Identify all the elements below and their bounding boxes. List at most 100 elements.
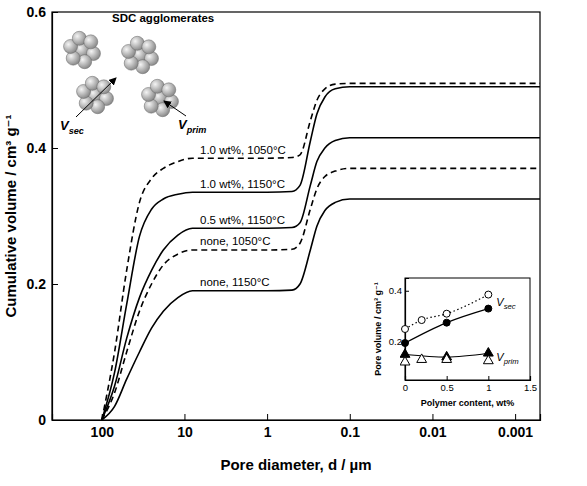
tick-mark [488,376,489,380]
annotation-subscript: prim [186,125,207,135]
tick-label: 0.1 [341,424,361,440]
data-point [418,317,425,324]
data-point [443,310,450,317]
tick-label: 0.5 [441,382,454,393]
curve-label: 0.5 wt%, 1150°C [200,214,285,226]
data-point [442,354,452,363]
data-point [402,340,409,347]
curve-label: 1.0 wt%, 1150°C [200,178,285,190]
axis: 100 10 1 0.1 0.01 0.001 [53,414,541,440]
agglomerate-sphere [84,35,98,49]
plot-frame [52,12,540,420]
tick: 1 [486,376,491,393]
agglomerate-sphere [162,83,176,97]
data-point [443,319,450,326]
tick-label: 0 [403,382,408,393]
tick-mark [447,376,448,380]
data-point [402,326,409,333]
curve-label: none, 1150°C [200,276,270,288]
curve [102,83,540,420]
tick: 0.1 [341,414,361,440]
data-point [417,354,427,363]
annotation: Vsec [496,296,515,311]
fit-line [405,295,488,329]
axis: 0 0.2 0.4 0.6 [27,4,58,428]
annotation-subscript: sec [69,126,84,136]
inset-frame [405,278,530,380]
tick-label: 0.2 [389,336,402,347]
tick-label: 0.4 [389,285,402,296]
annotation: Vprim [178,117,206,135]
tick-label: 0.2 [27,276,47,292]
tick-label: 0.01 [419,424,446,440]
data-point [485,305,492,312]
tick: 0.01 [419,414,446,440]
tick-label: 10 [177,424,193,440]
tick: 0.001 [498,414,533,440]
fit-line [405,309,488,343]
curve-label: none, 1050°C [200,235,270,247]
tick-label: 0.6 [27,4,47,20]
annotation-subscript: sec [504,302,516,311]
tick-label: 0.4 [27,140,47,156]
axis-title: Cumulative volume / cm³ g⁻¹ [2,115,19,318]
lines [102,83,540,420]
tick-mark [52,284,58,285]
curve [102,168,540,420]
arrow [164,101,186,116]
curve-labels: 1.0 wt%, 1050°C 1.0 wt%, 1150°C 0.5 wt%, 1… [200,144,286,289]
tick-mark [267,414,268,420]
axis-title: Pore diameter, d / µm [220,456,371,473]
tick-mark [530,376,531,380]
axis-title: Pore volume / cm³ g⁻¹ [373,282,383,375]
chart: 1001010.10.010.00100.20.40.6Pore diamete… [0,0,587,486]
tick-mark [432,414,433,420]
tick-mark [52,420,58,421]
tick: 0 [38,412,58,428]
tick: 0.6 [27,4,58,20]
tick-mark [350,414,351,420]
agglomerate-sphere [142,40,156,54]
annotation-text: SDC agglomerates [112,12,214,24]
axis-line [406,376,531,381]
tick-mark [52,148,58,149]
data-point [485,291,492,298]
curve [102,199,540,420]
curve [102,138,540,420]
tick-label: 0.001 [498,424,533,440]
inset: 0 0.5 1 1.5 0.2 0.4 Polymer content, wt% Pore v… [373,278,537,408]
tick: 0.4 [389,285,409,296]
tick: 0.4 [27,140,58,156]
axis: 0 0.5 1 1.5 [403,376,537,393]
annotation: Vsec [60,118,84,136]
tick: 10 [177,414,193,440]
tick: 0.2 [27,276,58,292]
tick-mark [184,414,185,420]
axis-line [53,414,541,421]
tick-mark [405,291,409,292]
curve [102,87,540,420]
tick-label: 0 [38,412,46,428]
axis: 0.2 0.4 [389,279,409,381]
axis-title: Polymer content, wt% [421,398,515,408]
curve-label: 1.0 wt%, 1050°C [200,144,286,156]
tick: 1.5 [524,376,537,393]
inset-marks [400,291,493,365]
annotation-subscript: prim [503,357,520,366]
tick-label: 1 [486,382,491,393]
tick-label: 100 [91,424,115,440]
annotation: Vprim [496,351,519,366]
tick-mark [515,414,516,420]
tick: 1 [264,414,272,440]
agglomerate-sphere [97,80,111,94]
data-point [400,356,410,365]
tick-label: 1.5 [524,382,537,393]
annotation: SDC agglomerates [112,12,214,24]
illustration: SDC agglomerates Vsec Vprim [60,12,214,136]
tick: 0.5 [441,376,454,393]
arrow [76,78,116,117]
data-point [483,355,493,364]
tick-mark [52,12,58,13]
axis-line [53,13,59,421]
tick: 0.2 [389,336,409,347]
